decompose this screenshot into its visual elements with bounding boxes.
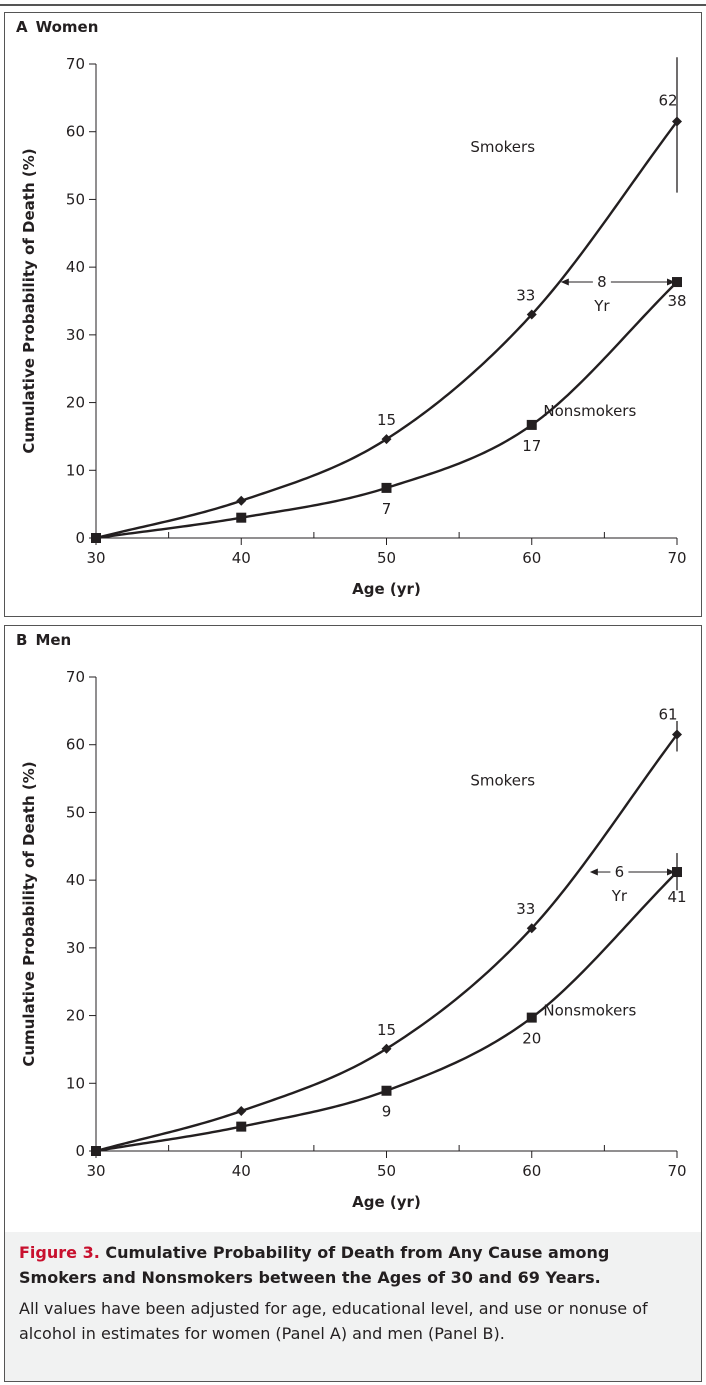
square-marker: [381, 1085, 392, 1096]
gap-arrow-left-head: [589, 868, 598, 876]
diamond-marker: [381, 434, 392, 445]
y-tick-label: 40: [66, 871, 85, 889]
diamond-marker: [526, 309, 537, 320]
data-label: 38: [667, 292, 686, 310]
diamond-marker: [236, 495, 247, 506]
caption-title-text: Cumulative Probability of Death from Any…: [19, 1243, 610, 1287]
diamond-marker: [672, 729, 682, 740]
y-tick-label: 20: [66, 1007, 85, 1025]
nonsmokers-series-label: Nonsmokers: [543, 402, 636, 420]
x-tick-label: 60: [522, 1162, 541, 1180]
y-axis-title: Cumulative Probability of Death (%): [20, 148, 38, 453]
panel-title: Women: [35, 18, 99, 36]
panel-b-label: B Men: [16, 631, 71, 649]
square-marker: [672, 867, 682, 878]
men-chart: 0 10 20 30 40 50 60 70 30 40 50 60 70 Age (yr) Cumulat…: [20, 668, 687, 1211]
data-label: 33: [516, 900, 535, 918]
diamond-marker: [672, 116, 682, 127]
x-tick-label: 60: [522, 549, 541, 567]
panel-b: B Men 0 10 20 30 40 50 60 70 30 40 50 60 70 Age (yr) Cu…: [4, 625, 702, 1233]
gap-unit: Yr: [593, 297, 610, 315]
y-tick-label: 0: [75, 1142, 85, 1160]
y-tick-label: 70: [66, 55, 85, 73]
panel-title: Men: [35, 631, 72, 649]
x-axis-title: Age (yr): [352, 1193, 421, 1211]
y-tick-label: 60: [66, 123, 85, 141]
women-chart: 0 10 20 30 40 50 60 70 30 40 50 60 70 Age (yr) Cumulat…: [20, 55, 687, 598]
smokers-series-label: Smokers: [470, 138, 535, 156]
panel-letter: B: [16, 631, 28, 649]
gap-arrow-right-head: [667, 868, 675, 876]
data-label: 20: [522, 1030, 541, 1048]
panel-a-frame: [4, 12, 702, 617]
y-tick-label: 40: [66, 258, 85, 276]
caption-text: All values have been adjusted for age, e…: [19, 1299, 648, 1343]
x-tick-label: 40: [232, 1162, 251, 1180]
square-marker: [236, 512, 247, 523]
data-label: 7: [382, 500, 392, 518]
square-marker: [91, 1146, 101, 1156]
square-marker: [526, 419, 537, 430]
x-tick-label: 50: [377, 549, 396, 567]
x-tick-label: 70: [667, 549, 686, 567]
panel-a-label: A Women: [16, 18, 98, 36]
smokers-series-label: Smokers: [470, 771, 535, 789]
square-marker: [526, 1012, 537, 1023]
data-label: 61: [658, 706, 677, 724]
data-label: 33: [516, 287, 535, 305]
y-tick-label: 50: [66, 803, 85, 821]
diamond-marker: [236, 1106, 247, 1117]
data-label: 15: [377, 411, 396, 429]
figure-caption: Figure 3. Cumulative Probability of Deat…: [4, 1232, 702, 1382]
data-label: 17: [522, 437, 541, 455]
gap-number: 6: [615, 863, 625, 881]
nonsmokers-series-label: Nonsmokers: [543, 1002, 636, 1020]
x-axis-title: Age (yr): [352, 580, 421, 598]
square-marker: [236, 1121, 247, 1132]
data-label: 9: [382, 1103, 392, 1121]
panel-b-frame: [4, 625, 702, 1233]
data-label: 62: [658, 92, 677, 110]
y-tick-label: 60: [66, 736, 85, 754]
y-axis-title: Cumulative Probability of Death (%): [20, 761, 38, 1066]
x-tick-label: 70: [667, 1162, 686, 1180]
diamond-marker: [526, 923, 537, 934]
gap-arrow-left-head: [560, 278, 569, 286]
x-tick-label: 40: [232, 549, 251, 567]
y-tick-label: 30: [66, 326, 85, 344]
top-rule: [0, 4, 706, 6]
square-marker: [672, 277, 682, 288]
panel-a: A Women 0 10 20 30 40 50 60 70 30 40 50 60 70 Age (yr)…: [4, 12, 702, 617]
y-tick-label: 0: [75, 529, 85, 547]
square-marker: [381, 482, 392, 493]
y-tick-label: 10: [66, 1074, 85, 1092]
gap-unit: Yr: [611, 887, 628, 905]
gap-arrow-right-head: [667, 278, 675, 286]
figure-number: Figure 3.: [19, 1243, 100, 1262]
x-tick-label: 50: [377, 1162, 396, 1180]
y-tick-label: 20: [66, 394, 85, 412]
y-tick-label: 10: [66, 461, 85, 479]
x-tick-label: 30: [86, 549, 105, 567]
caption-title: Figure 3. Cumulative Probability of Deat…: [19, 1240, 687, 1290]
square-marker: [91, 533, 101, 543]
smokers-line: [95, 120, 678, 540]
data-label: 41: [667, 888, 686, 906]
y-tick-label: 50: [66, 190, 85, 208]
gap-number: 8: [597, 273, 607, 291]
y-tick-label: 30: [66, 939, 85, 957]
x-tick-label: 30: [86, 1162, 105, 1180]
panel-letter: A: [16, 18, 28, 36]
data-label: 15: [377, 1021, 396, 1039]
diamond-marker: [381, 1043, 392, 1054]
y-tick-label: 70: [66, 668, 85, 686]
